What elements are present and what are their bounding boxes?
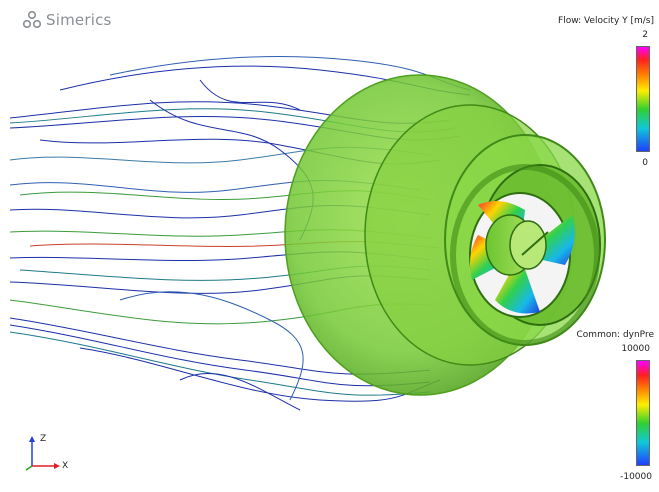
velocity-colorbar xyxy=(636,46,650,152)
axis-triad: Z X xyxy=(22,428,78,476)
pressure-colorbar xyxy=(636,360,650,466)
pressure-min-label: -10000 xyxy=(620,472,652,482)
velocity-legend-title: Flow: Velocity Y [m/s] xyxy=(558,16,654,26)
pressure-legend-title: Common: dynPre xyxy=(576,330,654,340)
hub xyxy=(485,214,549,276)
x-axis-label: X xyxy=(62,461,69,471)
simerics-logo: Simerics xyxy=(22,10,112,30)
velocity-min-label: 0 xyxy=(642,158,648,168)
axis-triad-icon xyxy=(25,436,60,471)
logo-text: Simerics xyxy=(46,11,112,29)
pressure-legend: Common: dynPre 10000 -10000 xyxy=(560,330,654,486)
velocity-max-label: 2 xyxy=(642,30,648,40)
z-axis-label: Z xyxy=(40,434,47,444)
molecule-logo-icon xyxy=(22,10,42,29)
velocity-legend: Flow: Velocity Y [m/s] 2 0 xyxy=(558,16,654,176)
pressure-max-label: 10000 xyxy=(621,344,650,354)
